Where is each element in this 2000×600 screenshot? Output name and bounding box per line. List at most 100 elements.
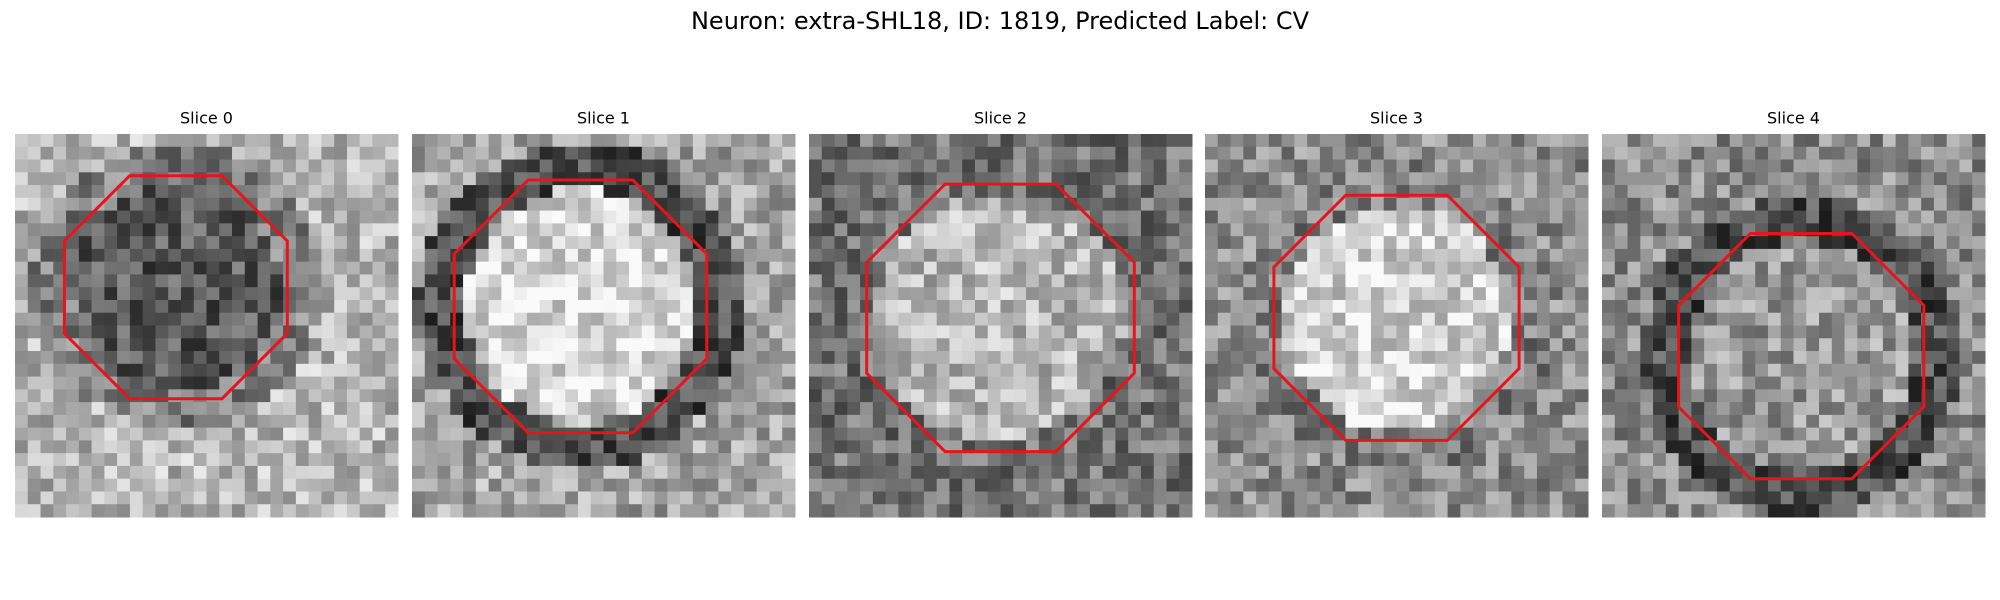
pixel: [1383, 312, 1397, 326]
pixel: [987, 210, 1001, 224]
pixel: [923, 146, 938, 161]
pixel: [346, 261, 361, 275]
pixel: [1077, 185, 1091, 199]
pixel: [1895, 363, 1909, 378]
pixel: [1844, 453, 1858, 467]
pixel: [1243, 172, 1257, 186]
pixel: [1319, 504, 1334, 518]
pixel: [1678, 312, 1692, 326]
pixel: [1077, 236, 1091, 250]
pixel: [206, 223, 220, 237]
pixel: [756, 465, 770, 480]
pixel: [104, 504, 118, 518]
pixel: [1179, 146, 1193, 161]
pixel: [1038, 478, 1053, 492]
pixel: [949, 465, 963, 480]
pixel: [565, 210, 579, 224]
pixel: [1857, 453, 1871, 467]
pixel: [1806, 299, 1820, 314]
pixel: [232, 223, 246, 237]
pixel: [923, 376, 938, 390]
pixel: [1013, 210, 1027, 224]
pixel: [1780, 248, 1794, 263]
pixel: [180, 210, 195, 224]
panel-title: Slice 1: [577, 109, 630, 128]
pixel: [654, 491, 668, 505]
pixel: [168, 210, 182, 224]
pixel: [692, 185, 707, 199]
pixel: [1908, 185, 1922, 199]
pixel: [1627, 338, 1641, 352]
pixel: [872, 236, 887, 250]
pixel: [91, 159, 105, 173]
pixel: [692, 134, 707, 148]
pixel: [1498, 414, 1512, 429]
pixel: [308, 453, 322, 467]
pixel: [1256, 402, 1270, 416]
pixel: [756, 210, 770, 224]
pixel: [40, 223, 54, 237]
pixel: [27, 427, 42, 441]
pixel: [488, 261, 502, 275]
pixel: [731, 223, 745, 237]
pixel: [1755, 312, 1769, 326]
pixel: [577, 146, 592, 161]
pixel: [769, 376, 783, 390]
pixel: [1678, 504, 1692, 518]
pixel: [552, 159, 566, 173]
pixel: [1370, 376, 1385, 390]
pixel: [514, 210, 528, 224]
pixel: [692, 172, 707, 186]
pixel: [860, 402, 874, 416]
pixel: [898, 261, 912, 275]
pixel: [232, 478, 246, 492]
pixel: [667, 134, 681, 148]
pixel: [270, 465, 284, 480]
pixel: [1281, 325, 1295, 339]
pixel: [424, 223, 439, 237]
pixel: [680, 146, 694, 161]
pixel: [1383, 287, 1397, 301]
pixel: [590, 210, 604, 224]
pixel: [1243, 261, 1257, 275]
pixel: [1857, 351, 1871, 365]
pixel: [1256, 351, 1270, 365]
pixel: [91, 440, 105, 454]
pixel: [756, 248, 770, 263]
pixel: [680, 223, 694, 237]
pixel: [437, 312, 451, 326]
pixel: [1422, 465, 1436, 480]
pixel: [1640, 223, 1654, 237]
pixel: [1370, 261, 1385, 275]
pixel: [1870, 478, 1884, 492]
pixel: [1729, 491, 1743, 505]
pixel: [1051, 504, 1065, 518]
pixel: [53, 134, 67, 148]
pixel: [27, 478, 42, 492]
pixel: [91, 261, 105, 275]
pixel: [1882, 248, 1897, 263]
pixel: [1434, 261, 1449, 275]
pixel: [1422, 159, 1436, 173]
pixel: [1115, 402, 1129, 416]
pixel: [1562, 376, 1576, 390]
pixel: [78, 465, 93, 480]
pixel: [936, 159, 950, 173]
pixel: [40, 414, 54, 429]
pixel: [923, 248, 938, 263]
pixel: [936, 236, 950, 250]
pixel: [334, 402, 348, 416]
pixel: [1294, 248, 1308, 263]
pixel: [1844, 325, 1858, 339]
pixel: [1128, 197, 1142, 212]
pixel: [1473, 159, 1487, 173]
pixel: [1614, 236, 1629, 250]
pixel: [526, 287, 541, 301]
pixel: [359, 504, 373, 518]
pixel: [1345, 389, 1359, 403]
pixel: [1844, 363, 1858, 378]
pixel: [1524, 172, 1538, 186]
pixel: [962, 465, 976, 480]
pixel: [1819, 338, 1833, 352]
pixel: [885, 134, 899, 148]
